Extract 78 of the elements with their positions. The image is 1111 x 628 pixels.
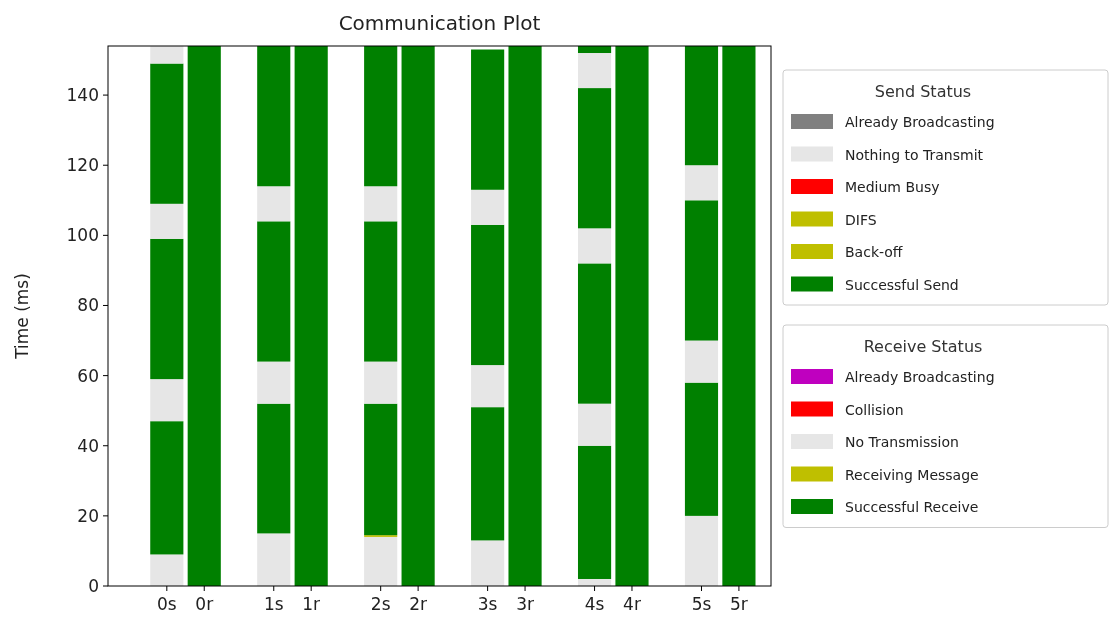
legend-label: DIFS (845, 211, 877, 228)
x-tick-label: 4s (584, 594, 605, 614)
x-tick-label: 3s (477, 594, 498, 614)
legend-label: Successful Send (845, 276, 959, 293)
bar (150, 203, 184, 239)
x-tick-label: 0s (156, 594, 177, 614)
bar (257, 186, 291, 222)
bar (577, 88, 612, 229)
bar (257, 46, 291, 187)
bar (364, 221, 398, 362)
x-tick-label: 5r (730, 594, 748, 614)
bar (150, 554, 184, 586)
bar (294, 46, 328, 586)
bar (364, 536, 398, 586)
legend-label: Medium Busy (845, 179, 940, 195)
legend-label: Collision (845, 401, 904, 418)
bar (364, 186, 398, 222)
legend-label: Already Broadcasting (845, 114, 995, 130)
x-tick-label: 5s (691, 594, 712, 614)
x-tick-label: 2s (370, 594, 391, 614)
bar (577, 53, 612, 89)
y-tick-label: 0 (88, 576, 99, 596)
bar (150, 379, 184, 422)
bar (684, 46, 719, 166)
y-tick-label: 40 (77, 435, 99, 456)
bar (364, 403, 398, 536)
x-tick-label: 2r (409, 594, 428, 614)
y-tick-label: 20 (77, 505, 99, 526)
bar (615, 46, 649, 586)
bar (471, 49, 505, 190)
bar (471, 407, 505, 541)
x-tick-label: 1r (302, 594, 321, 614)
x-tick-label: 3r (516, 594, 534, 614)
legend-label: Nothing to Transmit (845, 146, 984, 163)
bar (150, 63, 184, 204)
bar (471, 540, 505, 586)
bar (684, 515, 719, 586)
bar (577, 445, 612, 579)
y-tick-label: 80 (77, 295, 99, 316)
bar (684, 200, 719, 341)
y-axis-title: Time (ms) (12, 273, 32, 360)
x-tick-label: 1s (263, 594, 284, 614)
bar (577, 228, 612, 264)
bar (684, 165, 719, 201)
y-tick-label: 100 (66, 225, 99, 246)
bar (508, 46, 542, 586)
legend-label: Already Broadcasting (845, 369, 995, 385)
x-tick-label: 4r (623, 594, 641, 614)
legend-label: Successful Receive (845, 499, 979, 515)
text: Receive Status (863, 337, 983, 356)
y-tick-label: 60 (77, 365, 99, 386)
bar (257, 221, 291, 362)
x-tick-label: 0r (195, 594, 214, 614)
legend-label: Back-off (845, 244, 903, 260)
bar (150, 238, 184, 380)
y-tick-label: 120 (66, 155, 99, 176)
y-tick-label: 140 (66, 85, 99, 106)
bar (471, 224, 505, 366)
bar (577, 263, 612, 404)
bar (401, 46, 435, 586)
legend-label: Receiving Message (845, 466, 979, 483)
bar (471, 189, 505, 225)
bar (577, 403, 612, 446)
bar (257, 361, 291, 404)
legend-label: No Transmission (845, 434, 959, 450)
bar (187, 46, 221, 586)
bar (257, 403, 291, 534)
bar (257, 533, 291, 586)
bar (684, 340, 719, 383)
bar (684, 382, 719, 516)
bar (364, 46, 398, 187)
bar (722, 46, 756, 586)
bar (150, 46, 184, 64)
bar (364, 361, 398, 404)
chart-title: Communication Plot (338, 11, 541, 35)
bar (471, 365, 505, 408)
text: Send Status (874, 82, 972, 101)
bar (150, 421, 184, 555)
